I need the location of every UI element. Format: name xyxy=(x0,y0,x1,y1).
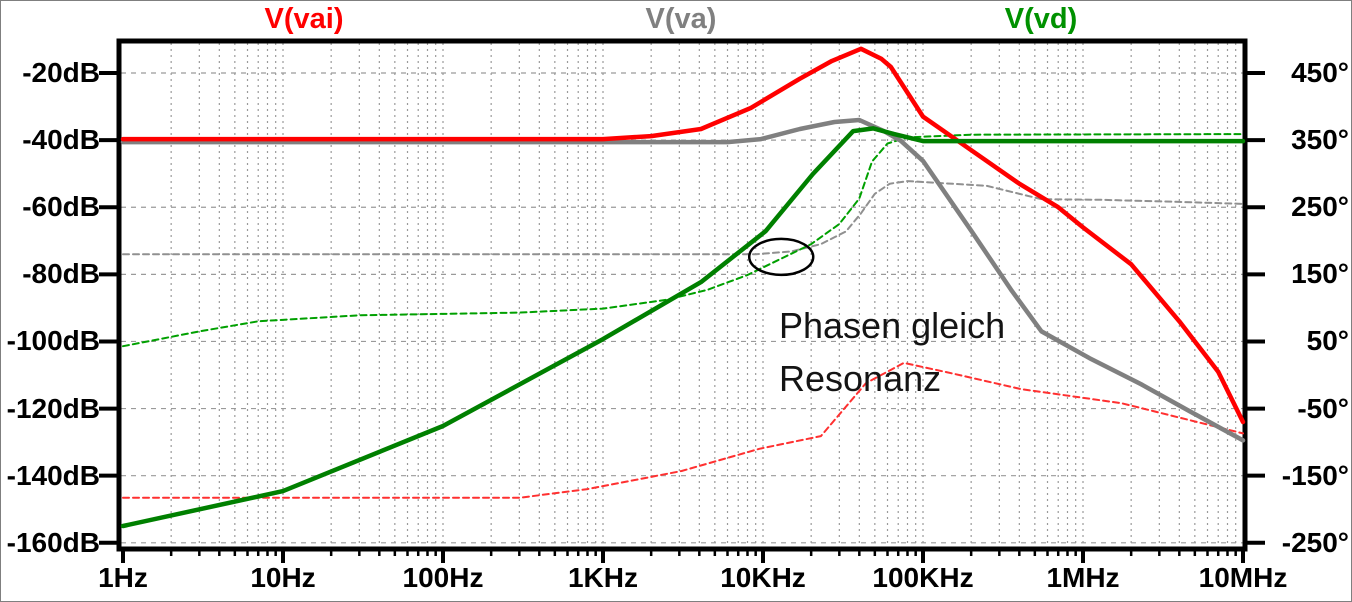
y-right-tick-label: 50° xyxy=(1306,325,1349,357)
legend-item-vvai: V(vai) xyxy=(264,3,344,35)
x-tick-label: 100Hz xyxy=(402,562,484,593)
y-right-tick-label: -150° xyxy=(1281,459,1349,491)
x-tick-label: 10Hz xyxy=(250,562,316,593)
x-tick-label: 10KHz xyxy=(720,562,806,593)
x-tick-label: 1MHz xyxy=(1046,562,1120,593)
legend-item-vva: V(va) xyxy=(645,3,717,35)
legend-item-vvd: V(vd) xyxy=(1004,3,1078,35)
plot-frame xyxy=(116,38,1248,552)
x-tick-label: 10MHz xyxy=(1198,562,1288,593)
y-right-tick-label: -50° xyxy=(1297,392,1349,424)
series-v-vai-magnitude xyxy=(120,46,1246,425)
annotation-line-1: Phasen gleich xyxy=(779,305,1006,346)
y-left-tick-label: -20dB xyxy=(22,57,100,88)
x-tick-label: 1KHz xyxy=(567,562,638,593)
y-right-tick-label: 150° xyxy=(1291,258,1349,290)
y-right-tick-label: 350° xyxy=(1291,124,1349,156)
y-left-tick-label: -80dB xyxy=(22,258,100,290)
series-v-vai-phase xyxy=(122,361,1244,499)
y-left-tick-label: -100dB xyxy=(6,325,100,357)
y-left-tick-label: -120dB xyxy=(6,392,100,424)
series-v-vd-magnitude xyxy=(120,126,1246,529)
y-left-tick-label: -160dB xyxy=(6,526,100,558)
y-right-tick-label: 450° xyxy=(1291,57,1349,88)
y-left-tick-label: -60dB xyxy=(22,191,100,223)
annotation-ellipse xyxy=(747,237,815,277)
y-left-tick-label: -140dB xyxy=(6,459,100,491)
series-v-va-magnitude xyxy=(120,117,1246,443)
series-v-vd-phase xyxy=(122,133,1244,348)
annotation-text: Phasen gleich Resonanz xyxy=(779,299,1005,405)
annotation-line-2: Resonanz xyxy=(779,358,942,399)
y-right-tick-label: -250° xyxy=(1281,526,1349,558)
x-tick-label: 1Hz xyxy=(98,562,148,593)
series-v-va-phase xyxy=(122,180,1244,256)
x-tick-label: 100KHz xyxy=(872,562,974,593)
y-right-tick-label: 250° xyxy=(1291,191,1349,223)
y-left-tick-label: -40dB xyxy=(22,124,100,156)
